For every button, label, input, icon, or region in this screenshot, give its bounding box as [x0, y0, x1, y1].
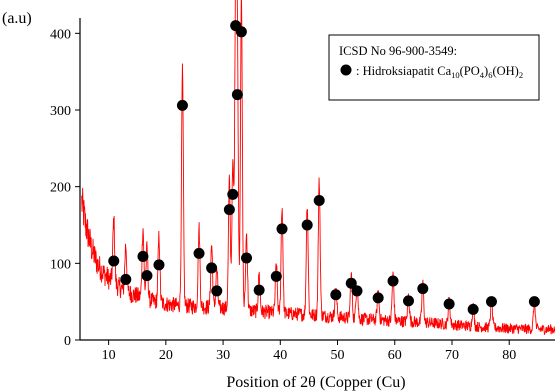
- hydroxyapatite-peak-marker: [301, 219, 313, 231]
- hydroxyapatite-peak-marker: [141, 270, 153, 282]
- y-tick-label: 100: [50, 257, 71, 272]
- xrd-pattern-line: [81, 0, 555, 335]
- legend: ICSD No 96-900-3549: : Hidroksiapatit Ca…: [328, 34, 540, 101]
- hydroxyapatite-peak-marker: [253, 284, 265, 296]
- legend-entry-label: : Hidroksiapatit Ca10(PO4)6(OH)2: [356, 64, 523, 80]
- legend-formula-subscript: 6: [488, 70, 492, 80]
- plot-area: [81, 0, 555, 335]
- legend-formula-part: (PO: [460, 64, 480, 78]
- hydroxyapatite-peak-marker: [235, 26, 247, 38]
- axes: [79, 18, 555, 341]
- hydroxyapatite-peak-marker: [276, 223, 288, 235]
- hydroxyapatite-peak-marker: [206, 262, 218, 274]
- hydroxyapatite-peak-marker: [108, 255, 120, 267]
- hydroxyapatite-peak-marker: [443, 298, 455, 310]
- y-tick-label: 0: [64, 334, 71, 349]
- legend-entry-prefix: : Hidroksiapatit Ca: [356, 64, 452, 78]
- x-tick-label: 20: [159, 348, 173, 363]
- legend-formula-part: (OH): [492, 64, 518, 78]
- hydroxyapatite-peak-marker: [402, 295, 414, 307]
- hydroxyapatite-peak-marker: [193, 247, 205, 259]
- hydroxyapatite-peak-marker: [227, 188, 239, 200]
- hydroxyapatite-peak-marker: [176, 99, 188, 111]
- hydroxyapatite-peak-marker: [345, 277, 357, 289]
- legend-marker-dot: [340, 64, 352, 76]
- hydroxyapatite-peak-marker: [231, 89, 243, 101]
- x-tick-label: 70: [445, 348, 459, 363]
- x-tick-label: 40: [273, 348, 287, 363]
- hydroxyapatite-peak-marker: [137, 250, 149, 262]
- hydroxyapatite-peak-marker: [120, 273, 132, 285]
- x-tick-label: 10: [102, 348, 116, 363]
- x-axis-label: Position of 2θ (Copper (Cu): [226, 374, 405, 391]
- legend-title: ICSD No 96-900-3549:: [339, 44, 457, 58]
- legend-formula-subscript: 4: [480, 70, 485, 80]
- hydroxyapatite-peak-marker: [485, 296, 497, 308]
- y-axis-label: (a.u): [2, 10, 32, 27]
- hydroxyapatite-peak-marker: [330, 289, 342, 301]
- x-tick-label: 50: [331, 348, 345, 363]
- hydroxyapatite-peak-marker: [467, 303, 479, 315]
- hydroxyapatite-peak-marker: [417, 283, 429, 295]
- x-tick-label: 30: [216, 348, 230, 363]
- legend-formula-subscript: 10: [451, 70, 460, 80]
- hydroxyapatite-peak-marker: [241, 252, 253, 264]
- hydroxyapatite-peak-marker: [270, 270, 282, 282]
- y-tick-label: 300: [50, 104, 71, 119]
- ticks: 10 20 30 40 50 60 70 80 0 100 200 300 400: [50, 27, 516, 363]
- hydroxyapatite-peak-marker: [223, 204, 235, 216]
- legend-formula-subscript: 2: [519, 70, 523, 80]
- hydroxyapatite-peak-marker: [528, 296, 540, 308]
- x-tick-label: 80: [502, 348, 516, 363]
- hydroxyapatite-peak-marker: [211, 285, 223, 297]
- y-tick-label: 400: [50, 27, 71, 42]
- legend-box: [328, 34, 540, 101]
- hydroxyapatite-peak-marker: [351, 285, 363, 297]
- hydroxyapatite-peak-marker: [153, 259, 165, 271]
- y-tick-label: 200: [50, 181, 71, 196]
- hydroxyapatite-peak-marker: [387, 275, 399, 287]
- legend-formula-part: ): [484, 64, 488, 78]
- peak-markers: [108, 20, 540, 315]
- hydroxyapatite-peak-marker: [313, 194, 325, 206]
- x-tick-label: 60: [388, 348, 402, 363]
- hydroxyapatite-peak-marker: [372, 292, 384, 304]
